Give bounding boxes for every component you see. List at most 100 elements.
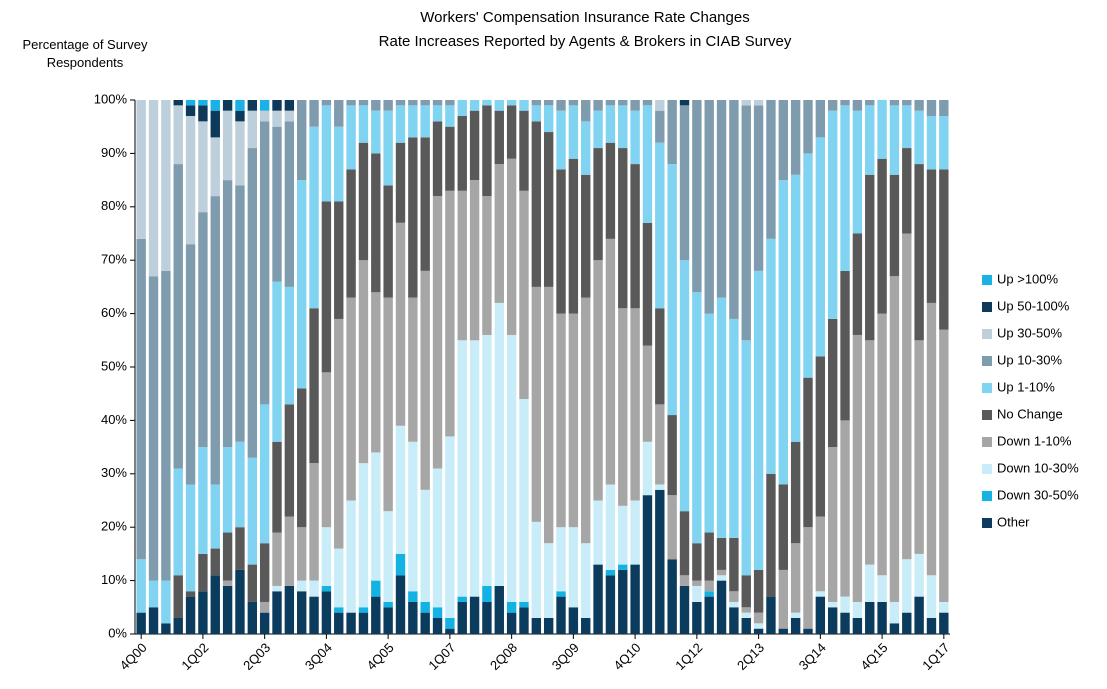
bar-segment <box>506 612 517 634</box>
bar-segment <box>827 601 838 608</box>
bar-segment <box>914 340 924 554</box>
bar-segment <box>259 110 270 122</box>
y-tick-label: 70% <box>101 252 127 267</box>
bar-segment <box>346 500 356 613</box>
bar-segment <box>729 537 739 592</box>
bar-segment <box>877 100 887 159</box>
bar-segment <box>556 169 566 314</box>
bar-segment <box>457 116 467 191</box>
bar-segment <box>753 569 764 613</box>
bar-segment <box>618 100 628 106</box>
bar-segment <box>395 425 406 554</box>
bar-segment <box>321 527 332 586</box>
y-tick-label: 100% <box>94 91 128 106</box>
bar-segment <box>778 569 788 629</box>
bar-segment <box>741 340 751 576</box>
bar-segment <box>926 116 937 170</box>
y-tick-label: 0% <box>108 625 127 640</box>
bar-segment <box>531 100 542 106</box>
bar-segment <box>173 575 183 618</box>
bar-segment <box>865 105 875 175</box>
bar-segment <box>482 601 492 634</box>
bar-segment <box>519 100 529 111</box>
bar-segment <box>457 190 467 341</box>
bar-segment <box>519 607 529 634</box>
bar-segment <box>321 372 332 528</box>
bar-segment <box>815 137 826 357</box>
bar-segment <box>889 276 900 602</box>
bar-segment <box>852 100 863 111</box>
bar-segment <box>692 543 702 581</box>
bar-segment <box>655 308 665 405</box>
bar-segment <box>939 169 949 330</box>
bar-segment <box>581 121 591 175</box>
bar-segment <box>408 105 418 138</box>
bar-segment <box>222 100 233 111</box>
bar-segment <box>877 575 887 602</box>
bar-segment <box>543 543 554 618</box>
x-tick-label: 1Q12 <box>672 640 705 673</box>
bar-segment <box>630 564 640 634</box>
bar-segment <box>482 100 492 106</box>
bar-segment <box>704 532 714 581</box>
bar-segment <box>642 222 653 346</box>
bar-segment <box>605 100 616 106</box>
bar-segment <box>297 100 307 181</box>
bar-segment <box>222 585 233 634</box>
bar-segment <box>235 569 245 634</box>
bar-segment <box>679 575 690 586</box>
bar-segment <box>235 121 245 186</box>
bar-segment <box>543 617 554 634</box>
bar-segment <box>618 148 628 309</box>
bar-segment <box>346 612 356 634</box>
bar-segment <box>321 585 332 592</box>
bar-segment <box>358 260 369 464</box>
bar-segment <box>210 196 220 485</box>
bar-segment <box>926 617 937 634</box>
bar-segment <box>531 105 542 122</box>
y-axis-label: Percentage of Survey Respondents <box>22 37 148 70</box>
bar-segment <box>247 110 258 149</box>
bar-segment <box>729 100 739 319</box>
bar-segment <box>642 100 653 106</box>
bar-segment <box>198 105 208 122</box>
bar-segment <box>272 110 282 127</box>
bar-segment <box>432 196 443 469</box>
bar-segment <box>148 276 159 581</box>
bar-segment <box>655 142 665 309</box>
bar-segment <box>185 116 196 245</box>
y-tick-label: 20% <box>101 519 127 534</box>
bar-segment <box>420 100 430 106</box>
bar-segment <box>531 286 542 522</box>
bar-segment <box>827 318 838 448</box>
bar-segment <box>494 110 504 165</box>
bar-segment <box>383 511 393 602</box>
bar-segment <box>716 297 727 538</box>
bar-segment <box>136 238 146 560</box>
legend-swatch <box>982 410 992 420</box>
bar-segment <box>704 580 714 592</box>
bar-segment <box>902 559 912 613</box>
bar-segment <box>716 569 727 576</box>
bar-segment <box>482 105 492 197</box>
bar-segment <box>704 596 714 634</box>
bar-segment <box>235 110 245 122</box>
bar-segment <box>321 105 332 202</box>
bar-segment <box>346 100 356 106</box>
bar-segment <box>902 612 912 634</box>
bar-segment <box>581 297 591 544</box>
bar-segment <box>284 286 295 405</box>
bar-segment <box>778 100 788 181</box>
bar-segment <box>198 100 208 106</box>
bar-segment <box>395 222 406 426</box>
legend-label: Up >100% <box>997 271 1059 286</box>
bar-segment <box>247 564 258 602</box>
bar-segment <box>556 596 566 634</box>
bar-segment <box>173 100 183 106</box>
bar-segment <box>469 596 480 634</box>
bar-segment <box>766 100 776 239</box>
bar-segment <box>568 100 579 106</box>
bar-segment <box>692 601 702 634</box>
bar-segment <box>556 313 566 528</box>
